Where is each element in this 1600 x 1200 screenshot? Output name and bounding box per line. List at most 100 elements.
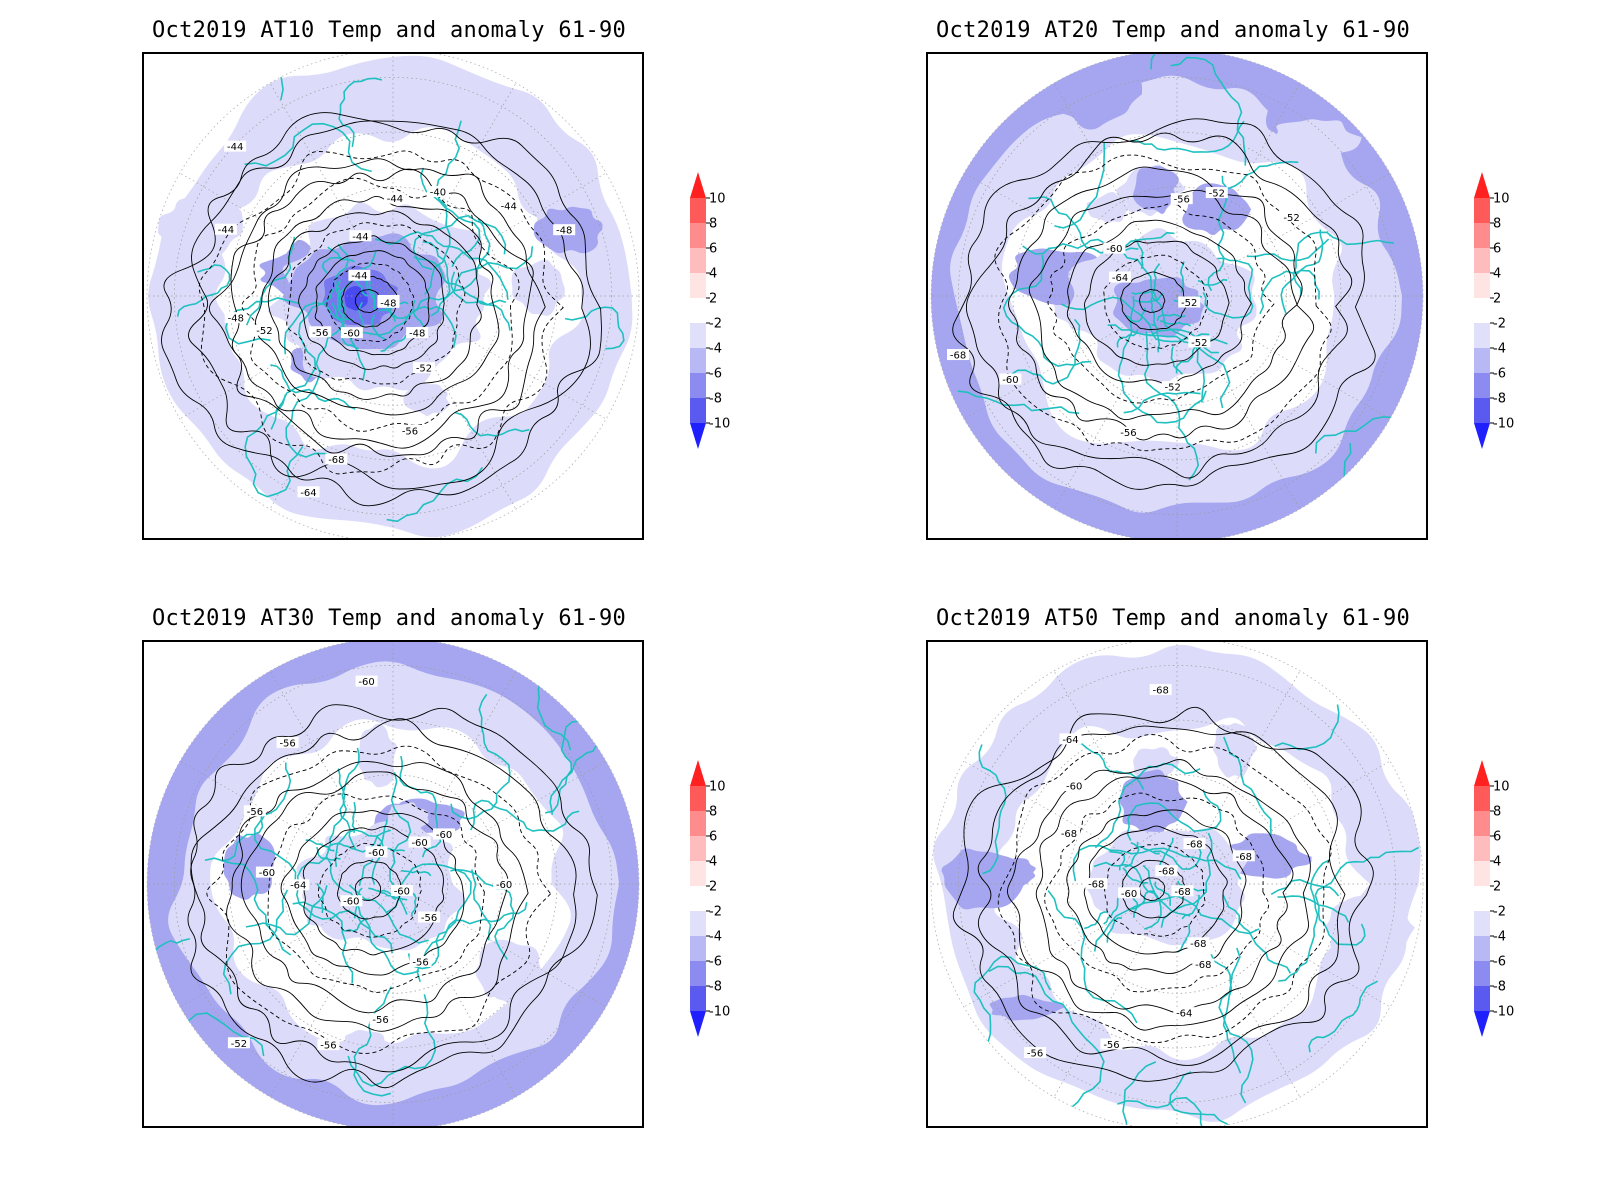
colorbar-segment	[1474, 373, 1490, 398]
colorbar-tick-label: 6	[1493, 830, 1501, 845]
contour-label: -52	[416, 364, 432, 375]
coastline	[1222, 894, 1292, 974]
colorbar-tick-label: 4	[709, 855, 717, 870]
colorbar-tick-label: 10	[1493, 780, 1510, 795]
map-content: -68-68-68-64-56-56-60-68-68-60-64-68-68-…	[931, 642, 1423, 1126]
contour-label: -68	[950, 351, 966, 362]
coastline	[270, 364, 356, 410]
coastline	[1180, 261, 1185, 293]
colorbar-segment	[1474, 348, 1490, 373]
contour-label-bg	[947, 349, 970, 361]
colorbar: 10 8 6 4 2 -2 -4 -6 -8 -10	[1474, 172, 1514, 449]
coastline	[1122, 867, 1149, 884]
coastline	[400, 869, 432, 877]
colorbar-segment	[690, 786, 706, 811]
coastline	[338, 77, 383, 148]
anomaly-patch	[475, 939, 544, 1003]
meridian	[269, 295, 394, 510]
contour-label: -68	[1174, 887, 1190, 898]
contour-label: -64	[300, 488, 316, 499]
meridian	[179, 760, 394, 885]
coastline	[353, 986, 393, 1097]
contour-label-bg	[214, 223, 237, 235]
contour-label-bg	[1024, 1047, 1047, 1059]
coastline	[564, 306, 625, 350]
polar-map: -60 -56 -56 -56 -56 -52 -60 -64 -60 -56 -56 -60 -60-…	[142, 640, 644, 1128]
contour-label: -44	[352, 232, 368, 243]
colorbar-bottom-arrow	[1474, 423, 1490, 449]
meridian	[392, 295, 607, 420]
contour-label: -48	[380, 298, 396, 309]
panel-at20: Oct2019 AT20 Temp and anomaly 61-90 -52-…	[0, 0, 1600, 580]
map-edge	[146, 642, 640, 1126]
contour-label: -64	[1062, 735, 1078, 746]
colorbar-segment	[1474, 936, 1490, 961]
anomaly-patch	[1086, 192, 1130, 224]
contour-line	[952, 706, 1374, 1082]
coastline	[267, 54, 284, 101]
colorbar-segment	[690, 986, 706, 1011]
contour-line	[241, 177, 520, 432]
coastline	[283, 301, 366, 381]
contour-line	[267, 793, 485, 993]
colorbar-tick-label: 2	[709, 292, 717, 307]
contour-label-bg	[1178, 296, 1201, 308]
coastline	[1223, 736, 1272, 838]
coastline	[1109, 850, 1126, 871]
coastline	[305, 839, 335, 852]
coastline	[244, 122, 372, 173]
polar-map: -44 -48 -52 -56 -68 -64 -60 -56 -52 -48 -44 -44 -44 -…	[142, 52, 644, 540]
contour-line	[994, 154, 1332, 452]
contour-line	[314, 250, 430, 356]
anomaly-patch	[511, 259, 565, 316]
coastline	[1154, 881, 1171, 906]
contour-line	[1103, 254, 1208, 350]
coastline	[957, 390, 1080, 414]
contour-line	[337, 860, 402, 920]
coastline	[176, 264, 231, 317]
coastline	[335, 279, 343, 310]
contour-label: -56	[372, 1015, 388, 1026]
colorbar: 10 8 6 4 2 -2 -4 -6 -8 -10	[1474, 760, 1514, 1037]
coastline	[292, 901, 354, 984]
coastline	[316, 883, 325, 914]
contour-label-bg	[255, 866, 278, 878]
contour-label-bg	[408, 836, 431, 848]
contour-label-bg	[426, 186, 449, 198]
meridian	[179, 295, 394, 420]
colorbar-top-arrow	[690, 760, 706, 786]
contour-label: -60	[1121, 889, 1137, 900]
coastline	[1124, 307, 1147, 323]
contour-label: -60	[1066, 782, 1082, 793]
contour-label-bg	[1171, 885, 1194, 897]
meridian	[1176, 883, 1301, 1098]
contour-label-bg	[317, 1039, 340, 1051]
anomaly-patch	[1133, 747, 1180, 780]
contour-label-bg	[1117, 426, 1140, 438]
colorbar-bottom-arrow	[690, 1011, 706, 1037]
contour-label: -56	[1103, 1040, 1119, 1051]
contour-label-bg	[1057, 827, 1080, 839]
map-svg: -52 -52 -52 -56 -60 -68 -64 -60 -56 -52 -52	[930, 54, 1424, 538]
contour-label-bg	[365, 846, 388, 858]
coastline	[244, 394, 304, 498]
colorbar: 10 8 6 4 2 -2 -4 -6 -8 -10	[690, 172, 730, 449]
contour-label-bg	[1103, 242, 1126, 254]
contour-line	[1006, 759, 1311, 1031]
contour-label: -52	[1191, 338, 1207, 349]
contour-label-bg	[999, 373, 1022, 385]
map-content: -52 -52 -52 -56 -60 -68 -64 -60 -56 -52 -52	[931, 54, 1423, 538]
contour-line	[267, 210, 482, 400]
contour-label: -48	[556, 226, 572, 237]
contour-line	[1047, 202, 1275, 404]
coastline	[469, 799, 580, 832]
contour-label-bg	[1118, 887, 1141, 899]
contour-label: -44	[501, 202, 517, 213]
contour-label-bg	[1192, 958, 1215, 970]
meridian	[1176, 82, 1301, 297]
contour-line	[298, 235, 445, 370]
contour-label: -60	[343, 897, 359, 908]
latitude-circle	[173, 76, 613, 516]
coastline	[471, 869, 492, 941]
contour-label: -68	[1088, 879, 1104, 890]
